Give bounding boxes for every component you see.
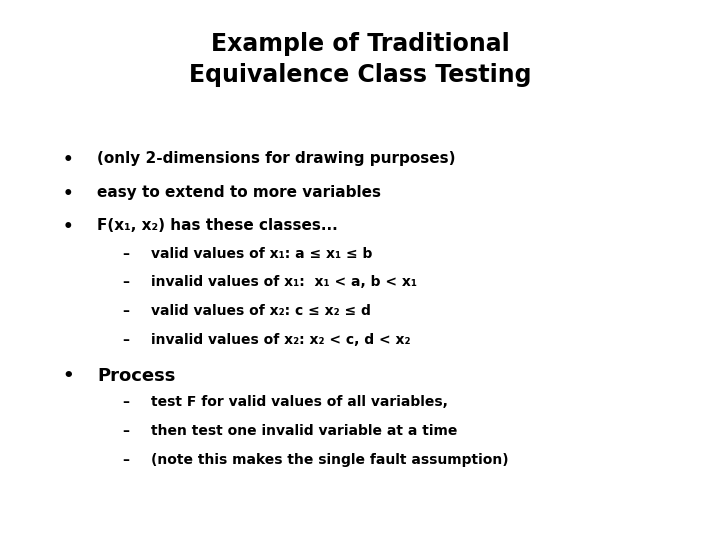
Text: –: – xyxy=(122,304,130,318)
Text: test F for valid values of all variables,: test F for valid values of all variables… xyxy=(151,395,448,409)
Text: easy to extend to more variables: easy to extend to more variables xyxy=(97,185,381,200)
Text: F(x₁, x₂) has these classes...: F(x₁, x₂) has these classes... xyxy=(97,218,338,233)
Text: –: – xyxy=(122,424,130,438)
Text: then test one invalid variable at a time: then test one invalid variable at a time xyxy=(151,424,458,438)
Text: •: • xyxy=(63,218,73,236)
Text: Process: Process xyxy=(97,367,176,384)
Text: Example of Traditional
Equivalence Class Testing: Example of Traditional Equivalence Class… xyxy=(189,32,531,87)
Text: (note this makes the single fault assumption): (note this makes the single fault assump… xyxy=(151,453,509,467)
Text: •: • xyxy=(63,151,73,169)
Text: –: – xyxy=(122,395,130,409)
Text: invalid values of x₁:  x₁ < a, b < x₁: invalid values of x₁: x₁ < a, b < x₁ xyxy=(151,275,417,289)
Text: –: – xyxy=(122,333,130,347)
Text: •: • xyxy=(63,185,73,202)
Text: •: • xyxy=(63,367,74,384)
Text: –: – xyxy=(122,275,130,289)
Text: (only 2-dimensions for drawing purposes): (only 2-dimensions for drawing purposes) xyxy=(97,151,456,166)
Text: –: – xyxy=(122,247,130,261)
Text: invalid values of x₂: x₂ < c, d < x₂: invalid values of x₂: x₂ < c, d < x₂ xyxy=(151,333,410,347)
Text: –: – xyxy=(122,453,130,467)
Text: valid values of x₁: a ≤ x₁ ≤ b: valid values of x₁: a ≤ x₁ ≤ b xyxy=(151,247,372,261)
Text: valid values of x₂: c ≤ x₂ ≤ d: valid values of x₂: c ≤ x₂ ≤ d xyxy=(151,304,371,318)
